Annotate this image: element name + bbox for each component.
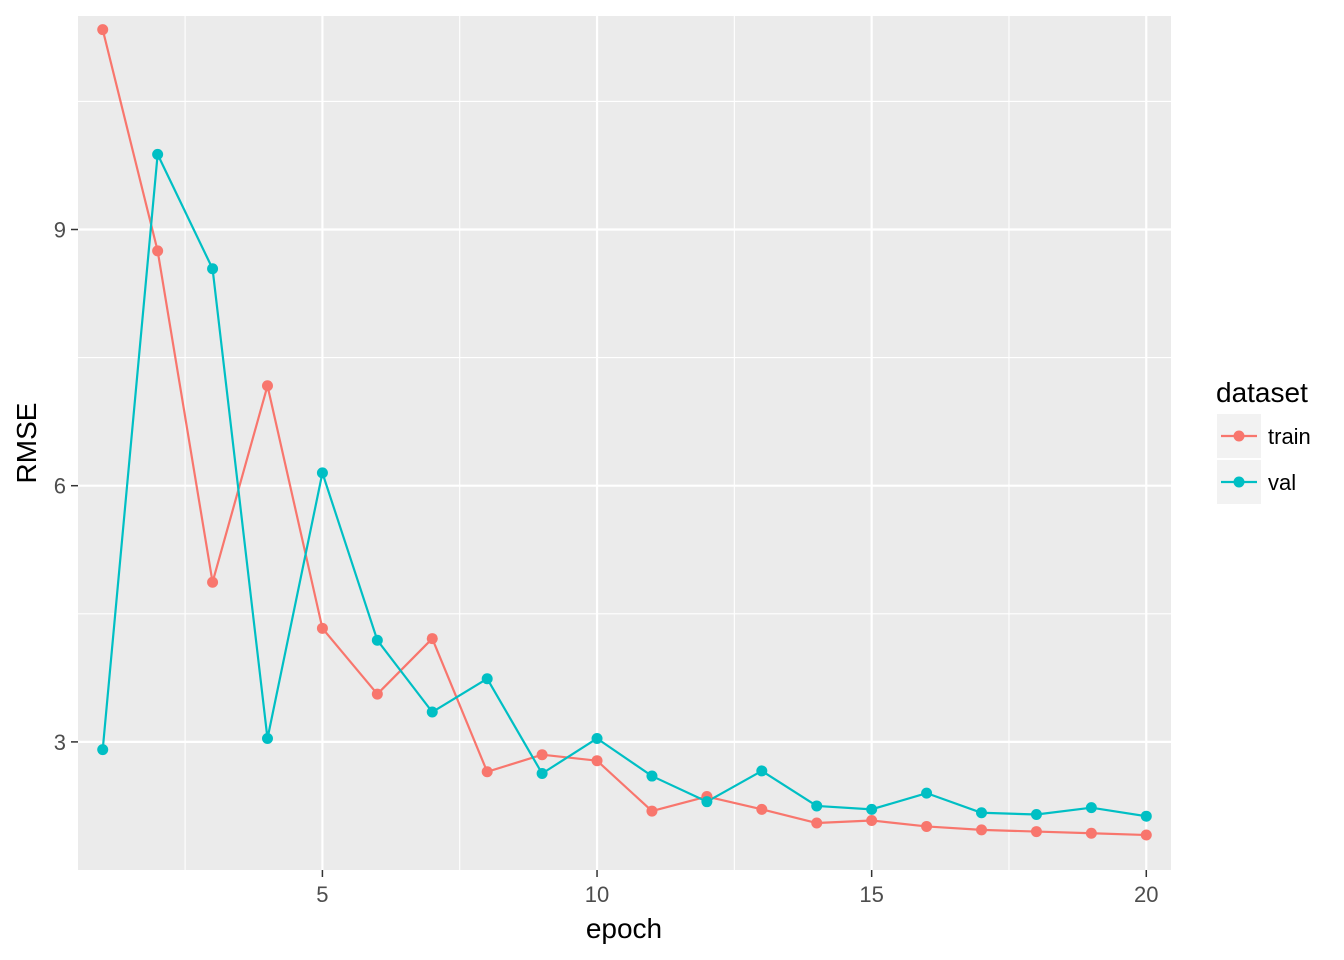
series-line-val: [101, 153, 1147, 818]
data-point-train: [591, 755, 603, 767]
data-point-val: [207, 263, 219, 275]
y-tick-label: 9: [54, 218, 66, 243]
data-point-train: [811, 817, 823, 829]
data-point-train: [207, 576, 219, 588]
data-point-val: [866, 803, 878, 815]
data-point-train: [97, 24, 109, 36]
data-point-train: [866, 814, 878, 826]
data-point-val: [701, 796, 713, 808]
data-point-train: [646, 805, 658, 817]
data-point-train: [1030, 826, 1042, 838]
series-points: [97, 24, 1152, 841]
data-point-train: [756, 803, 768, 815]
data-point-val: [921, 787, 933, 799]
data-point-train: [426, 633, 438, 645]
data-point-train: [921, 820, 933, 832]
y-tick-label: 6: [54, 474, 66, 499]
data-point-val: [152, 148, 164, 160]
x-tick-label: 10: [585, 882, 609, 907]
data-point-train: [1140, 829, 1152, 841]
x-tick-label: 5: [316, 882, 328, 907]
data-point-train: [481, 766, 493, 778]
data-point-train: [316, 622, 328, 634]
data-point-val: [371, 634, 383, 646]
data-point-val: [1030, 808, 1042, 820]
data-point-val: [646, 770, 658, 782]
x-tick-label: 15: [859, 882, 883, 907]
legend-key-point: [1233, 430, 1245, 442]
y-axis-title: RMSE: [11, 403, 42, 484]
data-point-val: [481, 673, 493, 685]
data-point-train: [152, 245, 164, 257]
data-point-train: [536, 749, 548, 761]
data-point-val: [591, 732, 603, 744]
grid-lines: [78, 16, 1171, 870]
legend-keys: train val: [1217, 414, 1311, 504]
data-point-val: [536, 767, 548, 779]
plot-panel: [78, 16, 1171, 870]
data-point-val: [316, 467, 328, 479]
data-point-train: [976, 824, 988, 836]
series-lines: [101, 29, 1147, 837]
data-point-val: [976, 807, 988, 819]
x-axis: 5 10 15 20: [316, 870, 1159, 907]
legend: dataset train val: [1216, 377, 1311, 504]
y-tick-label: 3: [54, 730, 66, 755]
legend-label-val: val: [1268, 470, 1296, 495]
legend-key-point: [1233, 476, 1245, 488]
x-axis-title: epoch: [586, 913, 662, 944]
data-point-val: [1140, 810, 1152, 822]
data-point-val: [811, 800, 823, 812]
data-point-train: [261, 380, 273, 392]
data-point-val: [97, 744, 109, 756]
x-tick-label: 20: [1134, 882, 1158, 907]
data-point-val: [756, 765, 768, 777]
legend-title: dataset: [1216, 377, 1308, 408]
data-point-train: [1085, 827, 1097, 839]
data-point-val: [261, 732, 273, 744]
legend-label-train: train: [1268, 424, 1311, 449]
data-point-train: [371, 688, 383, 700]
series-line-train: [101, 29, 1147, 837]
y-axis: 3 6 9: [54, 218, 78, 755]
data-point-val: [426, 706, 438, 718]
data-point-val: [1085, 802, 1097, 814]
